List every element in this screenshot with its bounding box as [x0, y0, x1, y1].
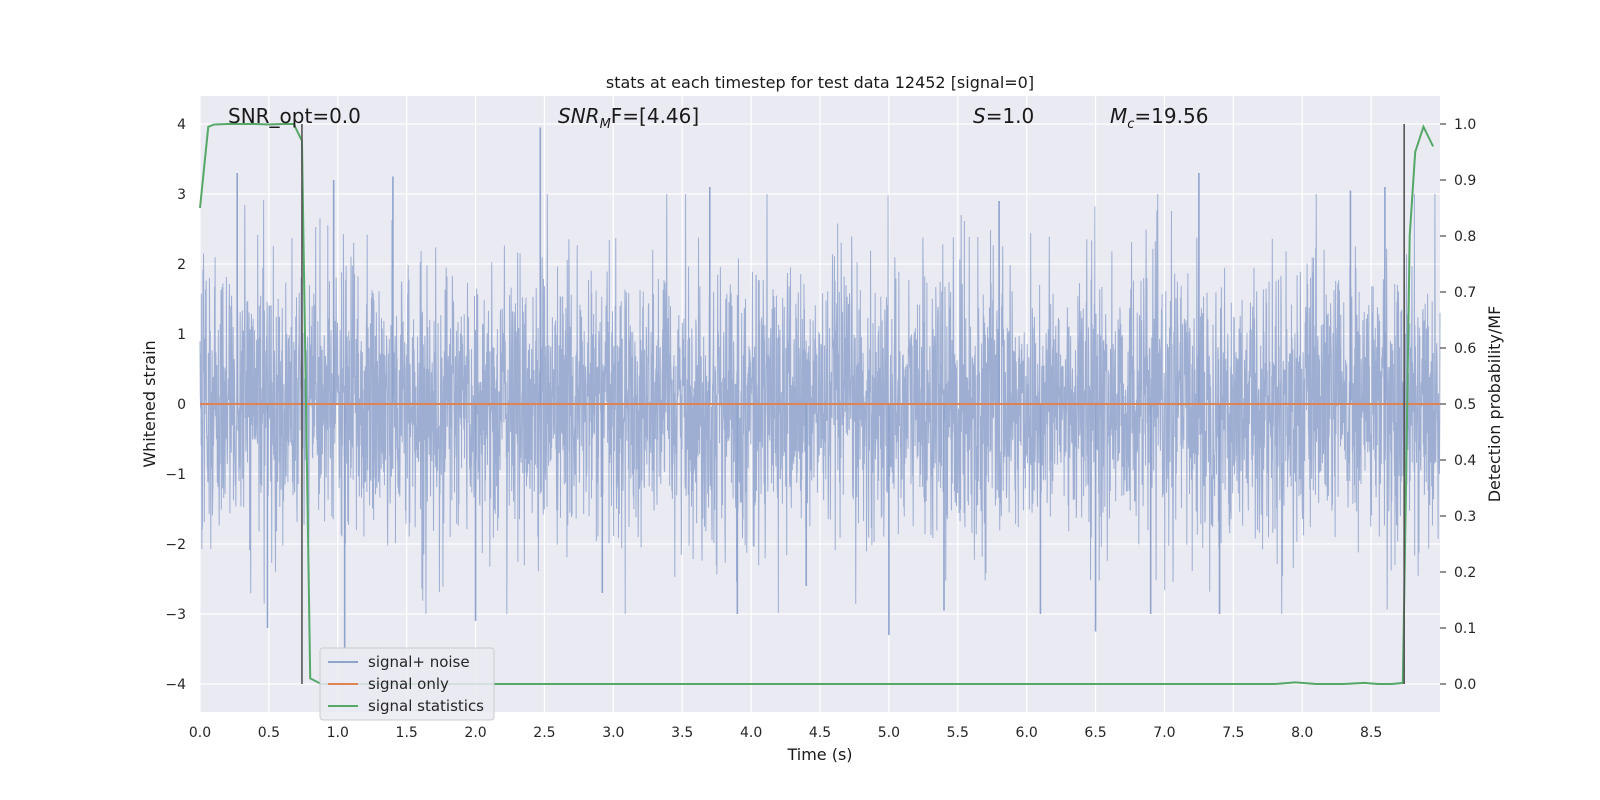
x-tick-label: 8.5: [1360, 725, 1382, 741]
right-y-tick-label: 1.0: [1454, 117, 1476, 133]
x-tick-label: 0.0: [189, 725, 211, 741]
annotation-snr-opt: SNR_opt=0.0: [228, 104, 361, 128]
x-tick-label: 7.5: [1222, 725, 1244, 741]
x-tick-label: 3.0: [602, 725, 624, 741]
annotation-snr-mf-main: SNR: [558, 104, 600, 128]
right-y-tick-label: 0.3: [1454, 509, 1476, 525]
x-tick-label: 6.5: [1084, 725, 1106, 741]
left-y-tick-label: 4: [177, 117, 186, 133]
signal-statistics-line: [199, 123, 1435, 685]
legend-label-signal: signal only: [368, 675, 449, 693]
right-y-tick-label: 0.7: [1454, 285, 1476, 301]
right-y-axis-label: Detection probability/MF: [1485, 306, 1504, 503]
annotation-snr-mf: SNRMF=[4.46]: [558, 104, 699, 132]
annotation-snr-mf-sub: M: [600, 117, 611, 132]
right-y-tick-label: 0.6: [1454, 341, 1476, 357]
right-y-tick-label: 0.1: [1454, 621, 1476, 637]
left-y-tick-label: −2: [165, 537, 186, 553]
x-tick-label: 2.5: [533, 725, 555, 741]
right-y-tick-label: 0.9: [1454, 173, 1476, 189]
annotation-s: S=1.0: [973, 104, 1034, 128]
annotation-mc: Mc=19.56: [1110, 104, 1208, 132]
x-axis-ticks: 0.0 0.5 1.0 1.5 2.0 2.5 3.0 3.5 4.0 4.5 5.0 5.5 6.0 6…: [189, 725, 1382, 741]
x-tick-label: 5.5: [947, 725, 969, 741]
x-tick-label: 3.5: [671, 725, 693, 741]
annotation-s-rest: =1.0: [986, 104, 1035, 128]
annotation-s-main: S: [973, 104, 986, 128]
x-tick-label: 4.5: [809, 725, 831, 741]
x-tick-label: 0.5: [258, 725, 280, 741]
line-series: [199, 123, 1440, 685]
right-y-axis-ticks: 1.0 0.9 0.8 0.7 0.6 0.5 0.4 0.3 0.2 0.1 0.0: [1440, 117, 1476, 693]
right-y-tick-label: 0.4: [1454, 453, 1476, 469]
left-y-tick-label: 2: [177, 257, 186, 273]
annotation-mc-rest: =19.56: [1134, 104, 1208, 128]
x-tick-label: 2.0: [464, 725, 486, 741]
annotation-snr-mf-rest: F=[4.46]: [611, 104, 699, 128]
legend-box: [319, 647, 495, 721]
x-tick-label: 1.5: [396, 725, 418, 741]
right-y-tick-label: 0.8: [1454, 229, 1476, 245]
annotation-mc-sub: c: [1127, 117, 1134, 132]
annotation-mc-main: M: [1110, 104, 1127, 128]
x-tick-label: 5.0: [878, 725, 900, 741]
left-y-tick-label: 3: [177, 187, 186, 203]
left-y-axis-ticks: 4 3 2 1 0 −1 −2 −3 −4: [165, 117, 186, 693]
vertical-markers: [301, 124, 1405, 684]
x-tick-label: 7.0: [1153, 725, 1175, 741]
right-y-tick-label: 0.2: [1454, 565, 1476, 581]
chart-title: stats at each timestep for test data 124…: [606, 73, 1034, 92]
left-y-axis-label: Whitened strain: [140, 340, 159, 467]
x-tick-label: 8.0: [1291, 725, 1313, 741]
left-y-tick-label: 1: [177, 327, 186, 343]
right-y-tick-label: 0.5: [1454, 397, 1476, 413]
x-tick-label: 6.0: [1016, 725, 1038, 741]
right-y-tick-label: 0.0: [1454, 677, 1476, 693]
x-tick-label: 1.0: [327, 725, 349, 741]
left-y-tick-label: −1: [165, 467, 186, 483]
left-y-tick-label: 0: [177, 397, 186, 413]
left-y-tick-label: −4: [165, 677, 186, 693]
left-y-tick-label: −3: [165, 607, 186, 623]
legend: signal+ noise signal only signal statist…: [319, 647, 495, 721]
legend-label-noise: signal+ noise: [368, 653, 470, 671]
x-axis-label: Time (s): [786, 745, 852, 764]
legend-label-statistics: signal statistics: [368, 697, 484, 715]
x-tick-label: 4.0: [740, 725, 762, 741]
